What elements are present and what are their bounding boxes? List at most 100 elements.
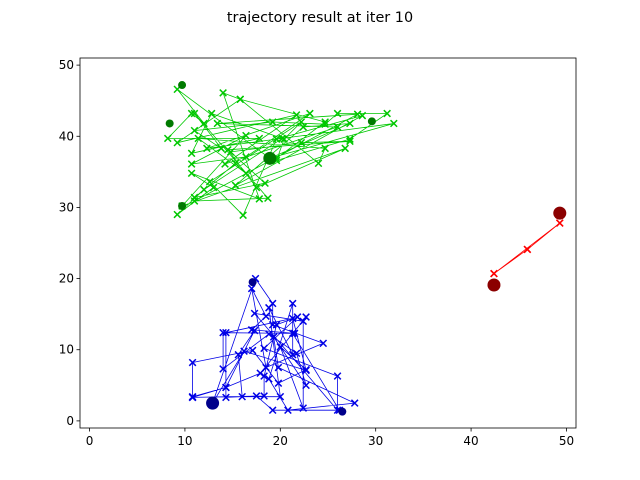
trajectory-point	[188, 358, 197, 367]
y-tick-label: 10	[59, 343, 74, 357]
trajectory-point	[490, 269, 498, 278]
trajectory-point	[209, 183, 218, 192]
trajectory-point	[269, 333, 278, 341]
trajectory-point	[203, 144, 211, 153]
trajectory-point	[194, 134, 203, 143]
trajectory-point	[302, 366, 310, 375]
trajectory-point	[265, 303, 273, 312]
trajectory-point	[190, 193, 199, 202]
x-tick-label: 10	[177, 434, 192, 448]
y-axis: 0 10 20 30 40 50	[59, 58, 80, 428]
trajectory-point	[252, 392, 261, 400]
x-tick-label: 0	[86, 434, 94, 448]
trajectory-point	[299, 404, 308, 412]
trajectory-point	[173, 138, 182, 147]
y-tick-label: 0	[66, 414, 74, 428]
trajectory-point	[265, 330, 273, 338]
trajectory-point	[213, 119, 222, 128]
trajectory-point	[299, 317, 308, 326]
trajectory-point	[523, 245, 532, 254]
x-tick-label: 40	[463, 434, 478, 448]
trajectory-point	[219, 328, 227, 337]
trajectory-point	[297, 138, 306, 147]
trajectory-point	[333, 372, 342, 380]
trajectory-point	[288, 329, 297, 338]
trajectory-point	[333, 123, 342, 131]
trajectory-point	[358, 111, 367, 120]
trajectory-point	[173, 210, 182, 219]
trajectory-point	[341, 144, 349, 153]
trajectory-point	[187, 169, 196, 178]
start-dot	[206, 396, 220, 410]
trajectory-point	[302, 381, 310, 390]
trajectory-point	[217, 144, 225, 153]
trajectory-point	[321, 118, 329, 126]
trajectory-point	[242, 131, 250, 140]
trajectory-point	[268, 406, 277, 415]
trajectory-point	[221, 160, 229, 168]
y-tick-label: 50	[59, 58, 74, 72]
x-tick-label: 50	[559, 434, 574, 448]
trajectory-point	[383, 109, 391, 118]
trajectory-point	[262, 363, 270, 372]
trajectory-point	[252, 183, 261, 192]
waypoint-dot	[338, 407, 347, 416]
trajectory-point	[248, 346, 257, 355]
trajectory-point	[346, 135, 354, 143]
trajectory-point	[346, 119, 354, 128]
trajectory-point	[247, 284, 256, 293]
trajectory-point	[288, 299, 297, 308]
trajectory-point	[187, 149, 196, 158]
trajectory-point	[231, 159, 240, 168]
trajectory-point	[276, 343, 285, 351]
trajectory-point	[290, 329, 299, 338]
trajectory-line	[167, 88, 395, 216]
x-axis: 0 10 20 30 40 50	[86, 428, 574, 448]
trajectory-point	[389, 119, 398, 128]
trajectory-point	[314, 159, 323, 168]
trajectory-point	[321, 144, 329, 153]
series-group	[487, 206, 567, 292]
trajectory-point	[555, 219, 564, 227]
trajectory-point	[292, 111, 301, 119]
trajectory-point	[350, 399, 359, 407]
trajectory-point	[302, 313, 310, 321]
trajectory-point	[268, 118, 277, 126]
trajectory-point	[222, 383, 230, 392]
trajectory-point	[274, 379, 283, 388]
trajectory-point	[205, 177, 214, 186]
y-tick-label: 30	[59, 200, 74, 214]
trajectory-point	[242, 169, 250, 178]
axes-frame	[79, 57, 577, 429]
trajectory-point	[272, 135, 281, 143]
trajectory-point	[255, 195, 264, 203]
y-tick-label: 40	[59, 129, 74, 143]
y-tick-label: 20	[59, 272, 74, 286]
start-dot	[487, 278, 501, 292]
trajectory-point	[222, 393, 230, 402]
trajectory-point	[240, 347, 248, 355]
trajectory-point	[261, 179, 269, 188]
trajectory-point	[288, 350, 297, 359]
trajectory-point	[256, 369, 265, 378]
trajectory-point	[260, 392, 268, 400]
trajectory-point	[200, 119, 208, 128]
start-dot	[263, 151, 277, 165]
waypoint-dot	[178, 202, 187, 210]
trajectory-point	[346, 137, 354, 146]
trajectory-point	[231, 181, 240, 190]
trajectory-point	[264, 194, 272, 203]
trajectory-point	[163, 134, 172, 143]
trajectory-point	[288, 314, 297, 323]
trajectory-point	[265, 375, 273, 383]
series-layer	[163, 81, 567, 416]
trajectory-point	[200, 185, 208, 194]
trajectory-point	[239, 211, 247, 220]
trajectory-point	[226, 148, 235, 156]
trajectory-point	[297, 118, 306, 126]
trajectory-point	[255, 134, 264, 143]
trajectory-point	[276, 392, 285, 401]
trajectory-point	[333, 109, 342, 118]
trajectory-point	[187, 109, 196, 118]
